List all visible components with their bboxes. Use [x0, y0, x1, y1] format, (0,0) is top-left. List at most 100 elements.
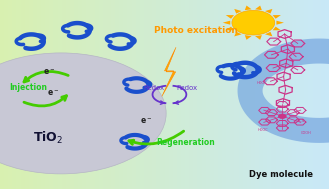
Polygon shape [245, 5, 252, 10]
Bar [53, 0, 58, 189]
Text: Redox: Redox [176, 85, 197, 91]
Bar [296, 0, 300, 189]
Bar [197, 0, 202, 189]
Bar [263, 0, 267, 189]
Bar [222, 0, 226, 189]
Bar [309, 0, 313, 189]
Bar [234, 0, 239, 189]
Bar [313, 0, 317, 189]
Text: Injection: Injection [9, 83, 47, 92]
Bar [177, 0, 181, 189]
Bar [206, 0, 210, 189]
Bar [210, 0, 214, 189]
Bar [20, 0, 25, 189]
Bar [271, 0, 276, 189]
Bar [300, 0, 304, 189]
Bar [325, 0, 329, 189]
Bar [230, 0, 235, 189]
Bar [128, 0, 132, 189]
Text: Regeneration: Regeneration [157, 138, 215, 147]
Text: TiO$_2$: TiO$_2$ [33, 130, 63, 146]
Bar [13, 0, 16, 189]
Bar [156, 0, 161, 189]
Bar [276, 0, 280, 189]
Bar [226, 0, 230, 189]
Bar [193, 0, 197, 189]
Polygon shape [255, 5, 262, 10]
Bar [247, 0, 251, 189]
Bar [144, 0, 148, 189]
Bar [95, 0, 99, 189]
Polygon shape [255, 35, 262, 40]
Text: Photo excitation: Photo excitation [154, 26, 238, 35]
Text: COOH: COOH [301, 131, 311, 135]
Bar [152, 0, 156, 189]
Bar [119, 0, 123, 189]
Text: HOOC: HOOC [256, 81, 267, 85]
Polygon shape [226, 15, 234, 19]
Polygon shape [234, 32, 242, 36]
Bar [189, 0, 193, 189]
Bar [292, 0, 296, 189]
Text: Dye molecule: Dye molecule [249, 170, 313, 179]
Bar [111, 0, 115, 189]
Bar [16, 0, 21, 189]
Bar [45, 0, 49, 189]
Bar [123, 0, 128, 189]
Bar [267, 0, 271, 189]
Bar [4, 0, 8, 189]
Text: SCN: SCN [297, 119, 305, 123]
Bar [74, 0, 78, 189]
Bar [259, 0, 263, 189]
Polygon shape [162, 47, 176, 96]
Bar [86, 0, 90, 189]
Bar [82, 0, 87, 189]
Bar [78, 0, 82, 189]
Bar [49, 0, 54, 189]
Bar [25, 0, 29, 189]
Bar [168, 0, 173, 189]
Polygon shape [273, 15, 281, 19]
Bar [103, 0, 107, 189]
Bar [288, 0, 292, 189]
Bar [33, 0, 37, 189]
Polygon shape [226, 27, 234, 30]
Bar [148, 0, 152, 189]
Bar [8, 0, 13, 189]
Polygon shape [245, 35, 252, 40]
Bar [140, 0, 144, 189]
Bar [62, 0, 66, 189]
Bar [316, 0, 321, 189]
Bar [37, 0, 41, 189]
Bar [181, 0, 185, 189]
Bar [58, 0, 62, 189]
Bar [201, 0, 206, 189]
Bar [66, 0, 70, 189]
Circle shape [232, 10, 275, 35]
Text: e$^-$: e$^-$ [42, 67, 55, 77]
Circle shape [278, 114, 286, 119]
Polygon shape [234, 9, 242, 14]
Bar [185, 0, 189, 189]
Bar [0, 0, 4, 189]
Polygon shape [265, 32, 272, 36]
Bar [321, 0, 325, 189]
Bar [164, 0, 169, 189]
Text: e$^-$: e$^-$ [140, 116, 153, 126]
Text: e$^-$: e$^-$ [47, 89, 60, 98]
Polygon shape [276, 21, 284, 25]
Text: HOOC: HOOC [258, 128, 268, 132]
Bar [29, 0, 33, 189]
Bar [239, 0, 243, 189]
Bar [218, 0, 222, 189]
Bar [304, 0, 309, 189]
Bar [107, 0, 111, 189]
Bar [251, 0, 255, 189]
Bar [99, 0, 103, 189]
Bar [280, 0, 284, 189]
Bar [41, 0, 45, 189]
Polygon shape [265, 9, 272, 14]
Bar [243, 0, 247, 189]
Polygon shape [273, 27, 281, 30]
Bar [136, 0, 140, 189]
